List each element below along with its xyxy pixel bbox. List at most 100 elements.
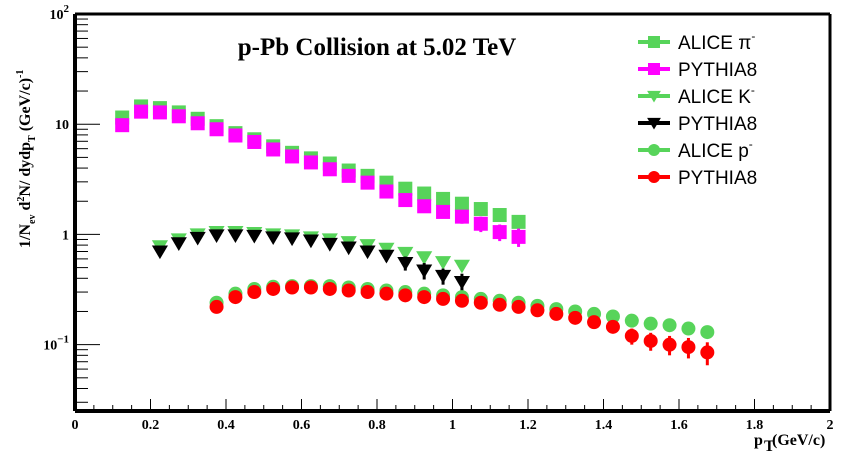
x-tick-label: 0.4 [217,418,235,433]
data-point [416,264,433,279]
x-tick-label: 0 [72,418,79,433]
data-point [151,245,168,260]
data-point [511,299,526,314]
data-point [700,325,715,340]
data-marks [115,99,715,366]
data-point [379,286,394,301]
data-point [436,204,451,219]
data-point [246,229,263,244]
y-tick-label: 102 [50,3,70,23]
data-point [341,283,356,298]
data-point [417,199,432,214]
data-point [171,109,186,124]
data-point [115,118,130,133]
data-point [435,256,452,270]
data-point [681,340,696,355]
data-point [303,280,318,295]
data-point [398,288,413,303]
legend-marker-square [648,63,660,75]
axes: 0 0.2 0.4 0.6 0.8 1 1.2 1.4 1.6 1.8 2 10−1 1 10 102 [43,3,833,433]
data-point [359,245,376,260]
y-axis-label: 1/Nev d2N/ dydpT (GeV/c)-1 [15,70,38,248]
x-tick-label: 1.6 [670,418,688,433]
data-point [398,193,413,208]
data-point [454,196,469,211]
data-point [530,303,545,318]
data-point [568,310,583,325]
legend-label: PYTHIA8 [678,60,757,81]
data-point [397,246,414,261]
data-point [152,105,167,120]
data-point [247,134,262,149]
legend-item-5: PYTHIA8 [638,168,757,189]
x-tick-label: 1.8 [746,418,764,433]
data-point [417,290,432,305]
data-point [435,269,452,284]
series-5 [209,280,715,366]
data-point [360,175,375,190]
data-point [322,281,337,296]
data-point [228,128,243,143]
data-point [454,209,469,224]
legend-marker-circle [648,144,660,156]
data-point [473,295,488,310]
data-point [416,251,433,265]
data-point [170,237,187,251]
legend-label: ALICE p- [678,137,753,162]
x-axis-label-sub: T [764,438,775,455]
data-point [587,315,602,330]
legend-label: ALICE K- [678,83,755,108]
data-point [397,257,414,271]
data-point [511,229,526,244]
data-point [303,155,318,170]
data-point [453,259,470,274]
data-point [681,321,696,336]
y-tick-label: 10 [55,118,69,133]
series-1 [115,104,526,247]
data-point [605,309,620,324]
data-point [341,168,356,183]
data-point [266,142,281,157]
data-point [492,225,507,240]
x-tick-label: 0.2 [142,418,160,433]
data-point [436,291,451,306]
data-point [511,214,526,229]
data-point [209,122,224,137]
data-point [624,328,639,343]
data-point [379,184,394,199]
legend-marker-triangle-down [647,90,661,103]
data-point [284,232,301,247]
legend-marker-triangle-down [647,117,661,130]
data-point [378,242,395,257]
y-tick-label: 10−1 [43,334,69,354]
data-point [247,285,262,300]
data-point [492,297,507,312]
x-tick-label: 2 [827,418,834,433]
x-tick-label: 1.2 [519,418,537,433]
data-point [209,299,224,314]
data-point [322,162,337,177]
series-3 [151,229,470,293]
data-point [643,333,658,348]
data-point [624,313,639,328]
legend-item-0: ALICE π- [638,29,755,54]
data-point [190,116,205,131]
data-point [700,345,715,360]
data-point [266,281,281,296]
data-point [492,208,507,223]
y-tick-label: 1 [62,228,69,243]
legend-item-3: PYTHIA8 [638,114,757,135]
data-point [473,202,488,217]
x-axis-label-unit: (GeV/c) [772,432,825,449]
x-tick-label: 1.4 [595,418,613,433]
data-point [321,237,338,252]
x-axis-label-p: p [754,432,763,449]
y-axis-label-text: 1/Nev d2N/ dydpT (GeV/c)-1 [15,70,38,248]
legend-label: ALICE π- [678,29,755,54]
data-point [549,306,564,321]
data-point [189,231,206,246]
data-point [398,181,413,196]
